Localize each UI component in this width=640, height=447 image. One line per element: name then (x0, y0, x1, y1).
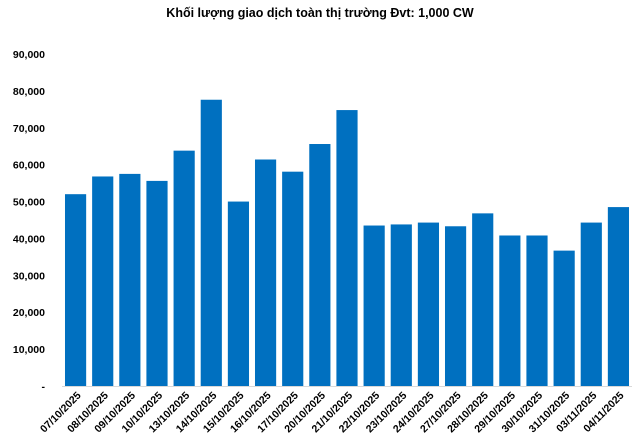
y-tick-label: 30,000 (13, 270, 45, 282)
bar (254, 159, 277, 386)
y-axis-tick-labels: - 10,000 20,000 30,000 40,000 50,000 60,000 70,… (13, 49, 46, 393)
bar (472, 213, 494, 386)
bar (607, 207, 630, 386)
bar (499, 235, 521, 386)
chart-title: Khối lượng giao dịch toàn thị trường Đvt… (166, 6, 474, 20)
y-tick-label: 10,000 (13, 344, 45, 356)
y-tick-label: 40,000 (13, 233, 45, 245)
bar (92, 176, 114, 386)
bar (390, 224, 412, 386)
y-tick-label: 20,000 (13, 307, 45, 319)
bar (580, 222, 602, 386)
bar-series (64, 99, 630, 387)
bar (309, 144, 331, 386)
bar (363, 225, 385, 386)
x-axis-tick-labels: 07/10/202508/10/202509/10/202510/10/2025… (38, 390, 627, 436)
bar (146, 180, 168, 386)
y-tick-label: - (42, 381, 46, 393)
bar (417, 222, 440, 386)
y-tick-label: 70,000 (13, 123, 45, 135)
bar (553, 250, 575, 386)
bar (444, 226, 467, 386)
y-tick-label: 90,000 (13, 49, 45, 61)
bar (119, 173, 141, 386)
y-tick-label: 60,000 (13, 160, 45, 172)
bar (526, 235, 548, 386)
y-tick-label: 80,000 (13, 86, 45, 98)
bar (200, 99, 222, 387)
bar (227, 201, 250, 386)
bar (64, 194, 87, 386)
y-tick-label: 50,000 (13, 197, 45, 209)
bar (336, 110, 358, 386)
bar (282, 171, 304, 386)
bar (173, 150, 195, 386)
